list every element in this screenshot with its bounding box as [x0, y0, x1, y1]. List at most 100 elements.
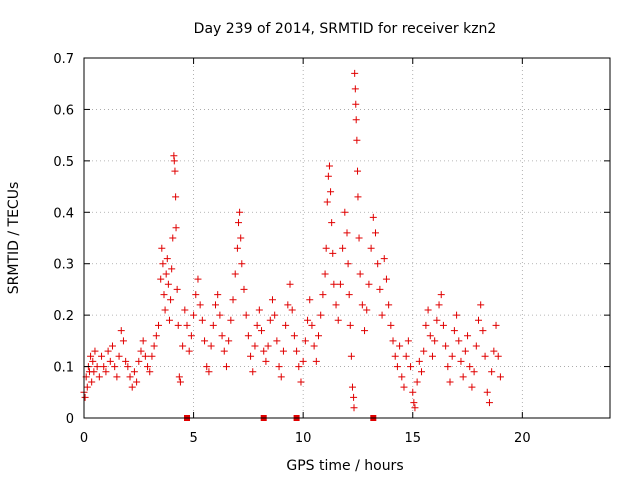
data-point: [150, 342, 158, 350]
data-point: [207, 342, 215, 350]
data-point: [273, 337, 281, 345]
data-point: [119, 337, 127, 345]
y-tick-label: 0.7: [53, 52, 74, 67]
data-point: [339, 244, 347, 252]
data-point: [442, 342, 450, 350]
data-point: [171, 167, 179, 175]
data-point: [415, 357, 423, 365]
data-point: [358, 301, 366, 309]
data-point: [352, 116, 360, 124]
data-point: [378, 311, 386, 319]
data-point: [341, 208, 349, 216]
data-point: [481, 352, 489, 360]
tick-labels: 0 0.1 0.2 0.3 0.4 0.5 0.6 0.7 0 5 10 15 20: [53, 52, 530, 446]
data-point: [174, 321, 182, 329]
data-point: [329, 249, 337, 257]
data-point: [315, 332, 323, 340]
data-point: [354, 167, 362, 175]
data-point: [233, 244, 241, 252]
data-points: [80, 69, 504, 421]
data-point: [141, 352, 149, 360]
data-point: [488, 368, 496, 376]
data-point: [413, 378, 421, 386]
data-point: [157, 275, 165, 283]
data-point: [410, 399, 418, 407]
data-point: [113, 373, 121, 381]
axis-ticks: [83, 57, 610, 419]
data-point: [426, 332, 434, 340]
data-point: [437, 291, 445, 299]
data-point: [389, 337, 397, 345]
data-point: [87, 352, 95, 360]
data-point: [168, 265, 176, 273]
data-point: [446, 378, 454, 386]
data-point: [418, 368, 426, 376]
data-point: [83, 383, 91, 391]
x-tick-label: 5: [189, 431, 197, 446]
data-point: [483, 388, 491, 396]
data-point: [190, 311, 198, 319]
data-point: [183, 321, 191, 329]
data-point: [293, 347, 301, 355]
data-point: [295, 363, 303, 371]
data-point: [369, 213, 377, 221]
data-point: [351, 69, 359, 77]
data-point: [235, 219, 243, 227]
data-point: [146, 368, 154, 376]
data-point: [89, 357, 97, 365]
data-point: [319, 291, 327, 299]
data-point: [468, 383, 476, 391]
data-point: [286, 280, 294, 288]
data-point: [179, 342, 187, 350]
data-point: [93, 363, 101, 371]
data-point: [159, 260, 167, 268]
data-point: [260, 347, 268, 355]
data-point: [409, 388, 417, 396]
data-point: [240, 285, 248, 293]
data-point: [225, 337, 233, 345]
data-point: [402, 352, 410, 360]
data-point: [348, 383, 356, 391]
data-point: [453, 311, 461, 319]
y-axis-label: SRMTID / TECUs: [6, 182, 22, 295]
data-point: [411, 404, 419, 412]
data-point: [347, 352, 355, 360]
data-point: [400, 383, 408, 391]
data-point: [106, 357, 114, 365]
data-point: [350, 393, 358, 401]
data-point: [277, 373, 285, 381]
data-point: [187, 332, 195, 340]
data-point: [380, 255, 388, 263]
x-axis-label: GPS time / hours: [286, 458, 403, 474]
data-point: [492, 321, 500, 329]
data-point: [433, 316, 441, 324]
data-point: [306, 296, 314, 304]
data-point: [472, 342, 480, 350]
x-tick-label: 10: [295, 431, 312, 446]
data-point: [163, 255, 171, 263]
data-point: [490, 347, 498, 355]
data-point: [198, 316, 206, 324]
data-point: [102, 368, 110, 376]
data-point: [450, 327, 458, 335]
data-point: [124, 363, 132, 371]
data-point: [477, 301, 485, 309]
data-point: [404, 337, 412, 345]
data-point: [290, 332, 298, 340]
data-point: [330, 280, 338, 288]
data-point: [155, 321, 163, 329]
data-point: [104, 347, 112, 355]
data-point: [444, 363, 452, 371]
y-tick-label: 0.4: [53, 206, 74, 221]
data-point: [325, 162, 333, 170]
data-point: [181, 306, 189, 314]
data-point: [485, 399, 493, 407]
data-point: [297, 378, 305, 386]
data-point: [81, 393, 89, 401]
data-point: [455, 337, 463, 345]
data-point: [420, 347, 428, 355]
data-point: [435, 301, 443, 309]
data-point: [361, 327, 369, 335]
data-point: [165, 316, 173, 324]
